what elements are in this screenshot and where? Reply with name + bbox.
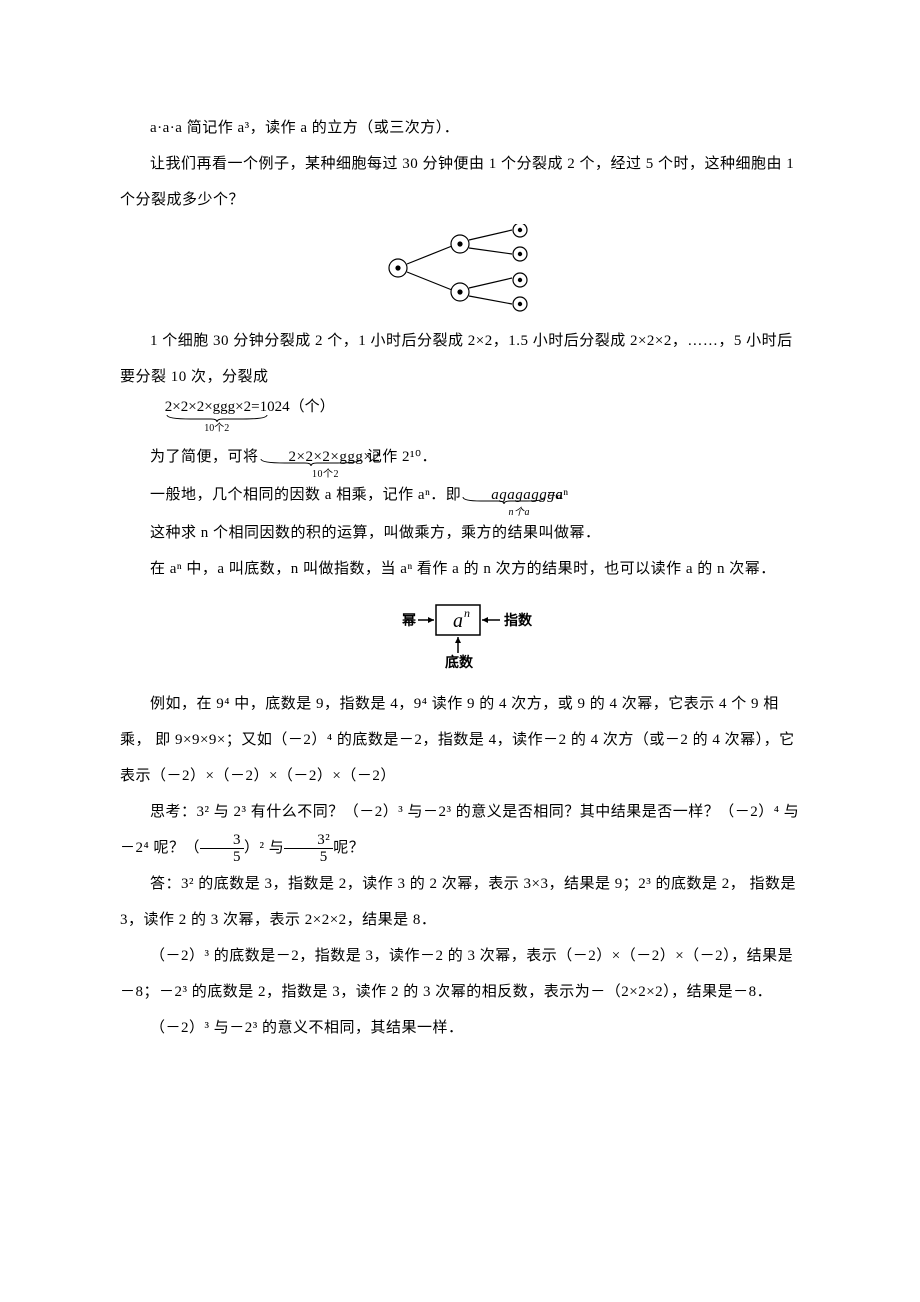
paragraph-general: 一般地，几个相同的因数 a 相乘，记作 aⁿ．即 agagaggga n个a =… bbox=[120, 477, 800, 515]
exp-label: 指数 bbox=[504, 612, 533, 629]
paragraph-answer-1: 答：3² 的底数是 3，指数是 2，读作 3 的 2 次幂，表示 3×3，结果是… bbox=[120, 866, 800, 938]
power-notation-diagram: a n 幂 指数 底数 bbox=[120, 593, 800, 676]
paragraph-example-intro: 让我们再看一个例子，某种细胞每过 30 分钟便由 1 个分裂成 2 个，经过 5… bbox=[120, 146, 800, 218]
a-text: a bbox=[453, 610, 463, 632]
simplify-prefix: 为了简便，可将 bbox=[150, 449, 259, 465]
cell-division-diagram bbox=[120, 224, 800, 317]
fraction-2: 3²5 bbox=[284, 832, 333, 866]
mi-label: 幂 bbox=[401, 612, 417, 629]
paragraph-think: 思考：3² 与 2³ 有什么不同？（－2）³ 与－2³ 的意义是否相同？其中结果… bbox=[120, 794, 800, 866]
formula-1024: 2×2×2×ggg×2=1024（个） 10个2 bbox=[165, 395, 800, 439]
paragraph-example-94: 例如，在 9⁴ 中，底数是 9，指数是 4，9⁴ 读作 9 的 4 次方，或 9… bbox=[120, 686, 800, 794]
paragraph-definition: 这种求 n 个相同因数的积的运算，叫做乘方，乘方的结果叫做幂． bbox=[120, 515, 800, 551]
formula-sub-text: 10个2 bbox=[165, 419, 269, 434]
fraction-1: 35 bbox=[200, 832, 244, 866]
paragraph-answer-3: （－2）³ 与－2³ 的意义不相同，其结果一样． bbox=[120, 1010, 800, 1046]
general-prefix: 一般地，几个相同的因数 a 相乘，记作 aⁿ．即 bbox=[150, 487, 461, 503]
base-label: 底数 bbox=[445, 654, 474, 671]
paragraph-answer-2: （－2）³ 的底数是－2，指数是 3，读作－2 的 3 次幂，表示（－2）×（－… bbox=[120, 938, 800, 1010]
n-text: n bbox=[464, 606, 470, 620]
ub-sub-1: 10个2 bbox=[259, 463, 363, 487]
paragraph-simplify: 为了简便，可将 2×2×2×ggg×2 10个2 记作 2¹⁰． bbox=[120, 439, 800, 477]
paragraph-division-explain: 1 个细胞 30 分钟分裂成 2 个，1 小时后分裂成 2×2，1.5 小时后分… bbox=[120, 323, 800, 395]
document-page: a·a·a 简记作 a³，读作 a 的立方（或三次方）． 让我们再看一个例子，某… bbox=[0, 0, 920, 1126]
paragraph-cube: a·a·a 简记作 a³，读作 a 的立方（或三次方）． bbox=[120, 110, 800, 146]
think-mid: ）² 与 bbox=[244, 840, 284, 856]
ub-sub-2: n个a bbox=[461, 501, 547, 525]
think-suffix: 呢？ bbox=[333, 840, 364, 856]
paragraph-base-exp: 在 aⁿ 中，a 叫底数，n 叫做指数，当 aⁿ 看作 a 的 n 次方的结果时… bbox=[120, 551, 800, 587]
